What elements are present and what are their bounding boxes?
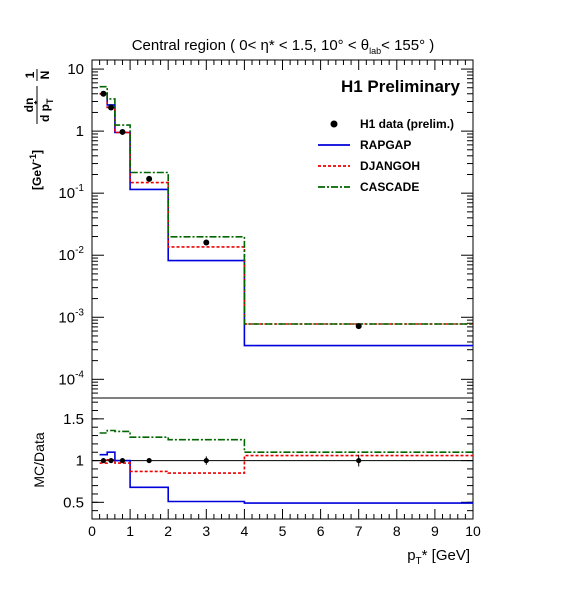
lower-djangoh-hist <box>99 454 473 474</box>
upper-data-point <box>146 175 153 182</box>
y-label-frac-num: 1 <box>23 71 37 78</box>
lower-data-point <box>203 457 209 464</box>
y-label-unit: [GeV-1] <box>28 150 44 190</box>
upper-y-tick-label: 10-4 <box>58 369 84 388</box>
x-tick-label: 4 <box>241 523 249 539</box>
lower-cascade-hist <box>99 429 473 453</box>
upper-y-axis-label: 1 N dn d pT* [GeV-1] <box>22 69 55 190</box>
lower-data-point <box>119 457 126 464</box>
lower-data-point <box>100 457 107 464</box>
x-tick-label: 3 <box>202 523 210 539</box>
legend-marker-data <box>330 120 338 128</box>
upper-y-tick-label: 10-1 <box>58 183 84 202</box>
upper-y-tick-label: 10-3 <box>58 307 84 326</box>
lower-y-tick-label: 0.5 <box>63 494 84 511</box>
legend-label: H1 data (prelim.) <box>360 117 454 131</box>
legend-label: CASCADE <box>360 180 419 194</box>
legend-label: RAPGAP <box>360 138 411 152</box>
upper-data-point <box>119 128 126 135</box>
lower-panel: 0.5 1 1.5 0 1 2 3 4 5 6 7 8 9 10 <box>63 397 481 539</box>
upper-cascade-hist <box>99 85 473 325</box>
upper-y-tick-label: 1 <box>76 123 84 140</box>
upper-data-point <box>203 239 210 246</box>
lower-y-tick-label: 1.5 <box>63 411 84 428</box>
y-label-dn-den: d pT* <box>33 98 55 122</box>
chart-title: Central region ( 0< η* < 1.5, 10° < θlab… <box>132 37 435 56</box>
x-tick-label: 1 <box>126 523 134 539</box>
y-label-frac-den: N <box>38 71 52 80</box>
upper-data-point <box>108 104 115 111</box>
x-tick-label: 9 <box>431 523 439 539</box>
lower-data-point <box>146 457 152 464</box>
legend: H1 data (prelim.) RAPGAP DJANGOH CASCADE <box>318 117 454 194</box>
upper-y-tick-label: 10 <box>67 61 84 78</box>
legend-label: DJANGOH <box>360 159 420 173</box>
lower-y-tick-label: 1 <box>76 453 84 470</box>
preliminary-badge: H1 Preliminary <box>341 77 461 96</box>
upper-data-point <box>100 90 107 97</box>
x-tick-label: 5 <box>279 523 287 539</box>
lower-data-point <box>356 457 362 464</box>
x-axis-label: pT* [GeV] <box>407 547 470 567</box>
x-tick-label: 0 <box>88 523 96 539</box>
lower-y-axis-label: MC/Data <box>31 432 47 487</box>
upper-data-point <box>355 323 362 330</box>
x-tick-label: 10 <box>465 523 481 539</box>
x-tick-label: 8 <box>393 523 401 539</box>
lower-rapgap-hist <box>99 451 473 504</box>
x-tick-label: 2 <box>164 523 172 539</box>
upper-y-tick-label: 10-2 <box>58 245 84 264</box>
lower-data-point <box>108 457 114 464</box>
y-label-dn-num: dn <box>22 98 36 113</box>
x-tick-label: 6 <box>317 523 325 539</box>
x-tick-label: 7 <box>355 523 363 539</box>
